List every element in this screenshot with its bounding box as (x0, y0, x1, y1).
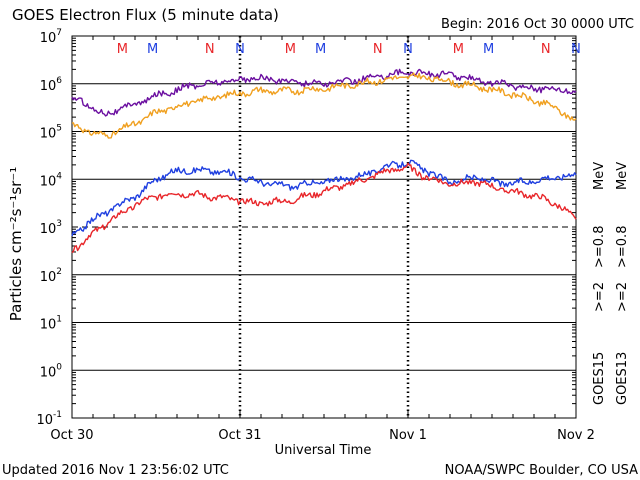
local-time-marker: M (285, 42, 296, 57)
local-time-marker: M (453, 42, 464, 57)
legend-goes15-lo: >=2 (592, 282, 607, 312)
legend-sat-goes15: GOES15 (592, 352, 607, 405)
y-tick-label: 105 (40, 124, 62, 142)
y-tick-label: 10-1 (36, 410, 62, 428)
y-tick-label: 101 (40, 315, 62, 333)
y-axis-title: Particles cm⁻²s⁻¹sr⁻¹ (7, 167, 25, 321)
legend-goes13-lo: >=2 (615, 282, 630, 312)
x-tick-label: Oct 31 (218, 428, 261, 443)
local-time-marker: N (541, 42, 551, 57)
legend-goes13-hi: >=0.8 (615, 226, 630, 268)
updated-timestamp: Updated 2016 Nov 1 23:56:02 UTC (2, 463, 229, 478)
series-goes15-2-mev (71, 159, 577, 237)
chart-title: GOES Electron Flux (5 minute data) (12, 6, 279, 24)
local-time-marker: M (117, 42, 128, 57)
series-goes15-0-8-mev (71, 68, 577, 117)
local-time-marker: M (147, 42, 158, 57)
legend-sat-goes13: GOES13 (615, 352, 630, 405)
legend-goes15: GOES15 >=2 >=0.8 MeV (592, 162, 607, 405)
legend-goes13-unit: MeV (615, 162, 630, 190)
y-tick-label: 107 (40, 28, 62, 46)
local-time-marker: N (205, 42, 215, 57)
local-time-marker: M (315, 42, 326, 57)
y-tick-label: 106 (40, 76, 63, 94)
local-time-marker: N (403, 42, 413, 57)
legend-goes15-unit: MeV (592, 162, 607, 190)
x-axis-title: Universal Time (275, 443, 372, 458)
series-goes13-0-8-mev (72, 72, 577, 139)
x-tick-label: Nov 1 (389, 428, 427, 443)
y-tick-label: 104 (40, 171, 63, 189)
local-time-marker: N (571, 42, 581, 57)
y-tick-label: 100 (40, 362, 63, 380)
begin-time: Begin: 2016 Oct 30 0000 UTC (441, 17, 634, 32)
local-time-marker: N (373, 42, 383, 57)
local-time-marker: N (235, 42, 245, 57)
x-tick-label: Nov 2 (557, 428, 595, 443)
y-tick-label: 103 (40, 219, 62, 237)
local-time-marker: M (483, 42, 494, 57)
x-tick-label: Oct 30 (50, 428, 93, 443)
series-goes13-2-mev (71, 162, 577, 254)
legend-goes13: GOES13 >=2 >=0.8 MeV (615, 162, 630, 405)
legend-goes15-hi: >=0.8 (592, 226, 607, 268)
y-tick-label: 102 (40, 267, 62, 285)
credit-line: NOAA/SWPC Boulder, CO USA (445, 463, 638, 478)
